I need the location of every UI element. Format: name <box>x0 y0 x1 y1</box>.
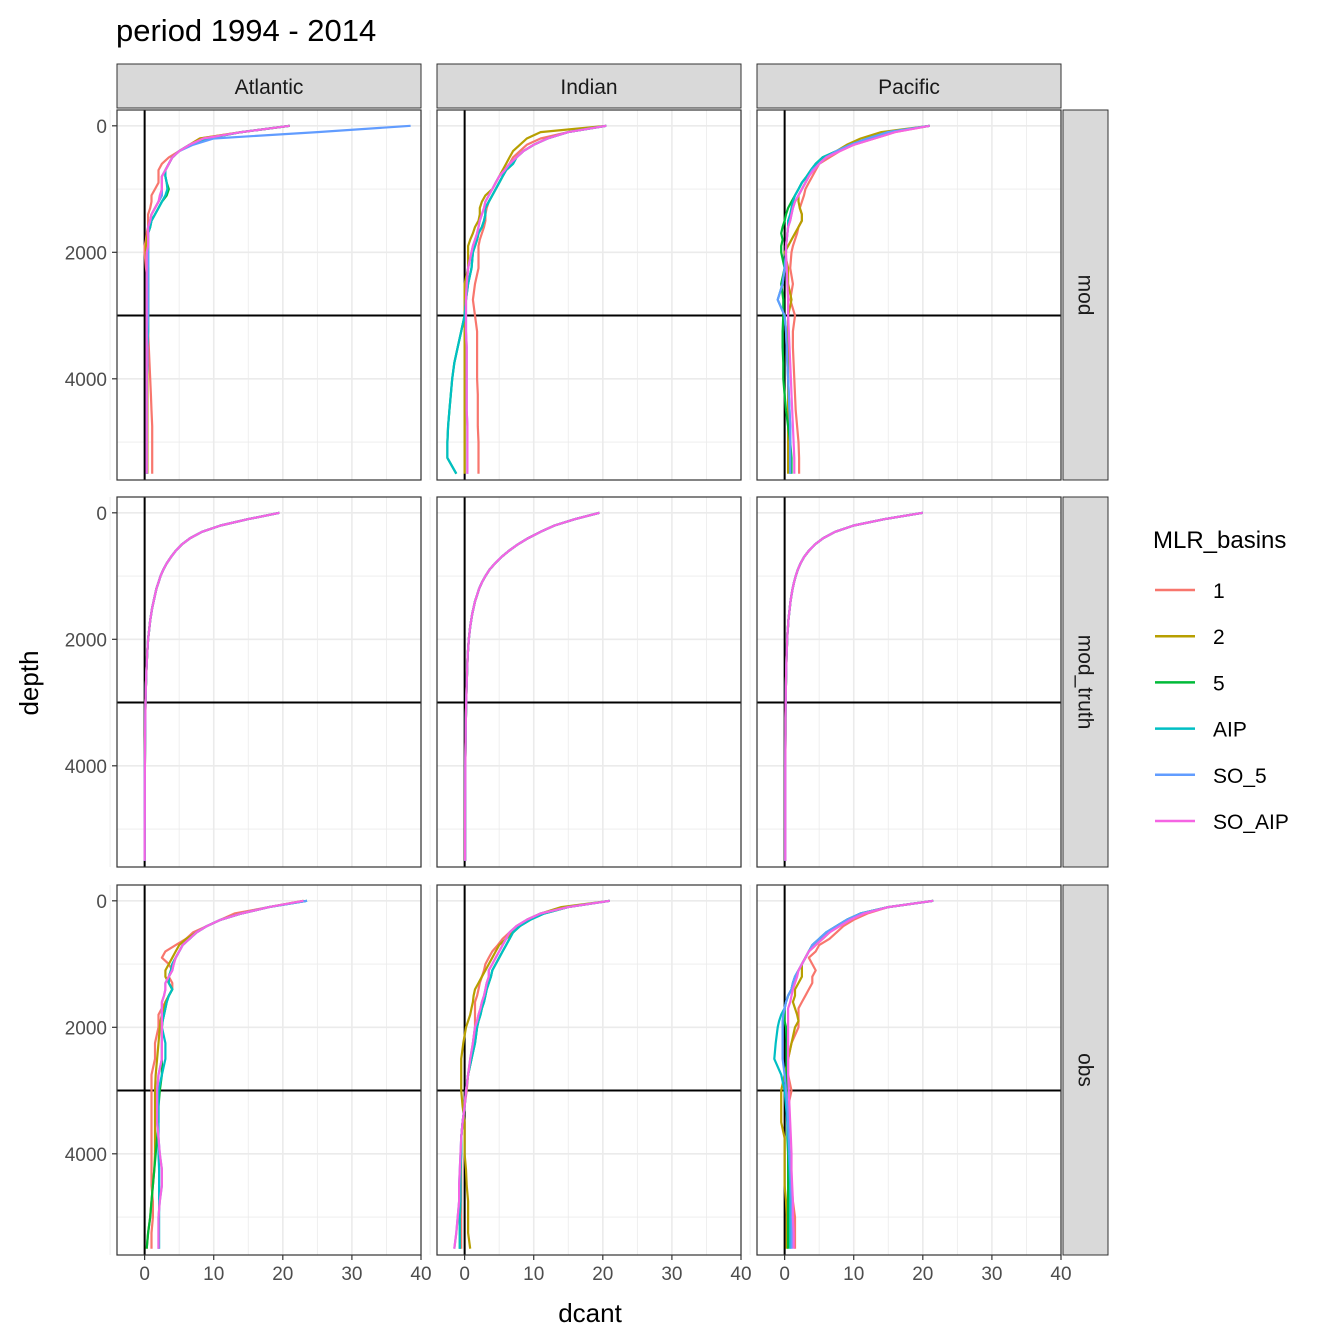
x-tick-label: 0 <box>459 1264 470 1285</box>
series-line-so-aip <box>784 124 930 474</box>
y-tick-label: 0 <box>96 117 107 138</box>
facet-strip-pacific <box>756 63 1062 109</box>
legend-label: SO_5 <box>1213 765 1267 788</box>
series-line-so-aip <box>156 899 304 1249</box>
panel-background <box>117 497 421 867</box>
legend-label: 1 <box>1213 580 1225 603</box>
panel-background <box>757 885 1061 1255</box>
x-tick-label: 10 <box>203 1264 224 1285</box>
y-tick-label: 2000 <box>65 1018 107 1039</box>
series-line-2 <box>463 124 607 474</box>
panel-border <box>756 496 1062 868</box>
facet-strip-obs <box>1062 884 1109 1256</box>
panel-background <box>117 885 421 1255</box>
x-tick-label: 0 <box>779 1264 790 1285</box>
panel-background <box>437 110 741 480</box>
panel-border <box>756 884 1062 1256</box>
facet-strip-atlantic <box>116 63 422 109</box>
x-axis-label: dcant <box>558 1298 622 1328</box>
series-line-so-aip <box>464 124 607 474</box>
panel-background <box>757 110 1061 480</box>
facet-strip-label: mod <box>1074 275 1097 316</box>
panel-border <box>116 884 422 1256</box>
panel-pacific-mod-truth <box>749 496 1062 868</box>
facet-strip-label: mod_truth <box>1074 635 1097 730</box>
x-tick-label: 30 <box>981 1264 1002 1285</box>
y-tick-label: 2000 <box>65 243 107 264</box>
x-tick-label: 0 <box>139 1264 150 1285</box>
panel-border <box>116 109 422 481</box>
facet-strip-indian <box>436 63 742 109</box>
x-tick-label: 40 <box>410 1264 431 1285</box>
panel-background <box>437 885 741 1255</box>
series-line-so-5 <box>781 899 934 1249</box>
panel-atlantic-obs: 0 2000 4000 0 10 20 30 40 <box>65 884 432 1285</box>
y-tick-label: 2000 <box>65 630 107 651</box>
panel-border <box>436 884 742 1256</box>
series-line-aip <box>446 124 607 475</box>
panel-border <box>436 496 742 868</box>
series-line-so-aip <box>453 899 610 1249</box>
x-tick-label: 10 <box>843 1264 864 1285</box>
x-tick-label: 30 <box>341 1264 362 1285</box>
y-tick-label: 4000 <box>65 1145 107 1166</box>
facet-strip-mod <box>1062 109 1109 481</box>
legend-label: 5 <box>1213 672 1225 695</box>
y-tick-label: 4000 <box>65 370 107 391</box>
panel-indian-mod-truth <box>429 496 742 868</box>
panel-background <box>117 110 421 480</box>
x-tick-label: 20 <box>272 1264 293 1285</box>
facet-strip-label: Pacific <box>878 76 940 99</box>
legend-label: SO_AIP <box>1213 811 1289 834</box>
x-tick-label: 20 <box>912 1264 933 1285</box>
series-line-so-aip <box>464 511 600 861</box>
panel-pacific-obs: 0 10 20 30 40 <box>749 884 1072 1285</box>
panel-pacific-mod <box>749 109 1062 481</box>
legend-label: 2 <box>1213 626 1225 649</box>
series-line-so-aip <box>145 124 290 474</box>
facet-strip-label: obs <box>1074 1053 1097 1087</box>
legend-label: AIP <box>1213 719 1247 742</box>
y-tick-label: 0 <box>96 892 107 913</box>
y-tick-label: 4000 <box>65 757 107 778</box>
series-line-1 <box>143 124 290 474</box>
series-line-so-aip <box>784 511 923 861</box>
x-tick-label: 40 <box>1050 1264 1071 1285</box>
legend-title: MLR_basins <box>1153 527 1286 554</box>
chart-title: period 1994 - 2014 <box>116 13 376 48</box>
facet-strip-label: Indian <box>560 76 617 99</box>
panel-background <box>437 497 741 867</box>
panel-border <box>436 109 742 481</box>
series-line-so-aip <box>143 511 280 861</box>
panel-indian-mod <box>429 109 742 481</box>
facet-strip-label: Atlantic <box>235 76 304 99</box>
y-axis-label: depth <box>14 650 44 715</box>
panel-atlantic-mod-truth: 0 2000 4000 <box>65 496 422 868</box>
panel-indian-obs: 0 10 20 30 40 <box>429 884 752 1285</box>
x-tick-label: 30 <box>661 1264 682 1285</box>
x-tick-label: 10 <box>523 1264 544 1285</box>
y-tick-label: 0 <box>96 504 107 525</box>
panel-background <box>757 497 1061 867</box>
x-tick-label: 40 <box>730 1264 751 1285</box>
chart-panels: Atlantic Indian Pacificmodmod_truthobs0200… <box>65 63 1109 1285</box>
legend: MLR_basins 1 2 5 AIP SO_5 SO_AIP <box>1153 527 1289 834</box>
panel-border <box>756 109 1062 481</box>
panel-atlantic-mod: 0 2000 4000 <box>65 109 422 481</box>
facet-strip-mod-truth <box>1062 496 1109 868</box>
x-tick-label: 20 <box>592 1264 613 1285</box>
series-line-so-aip <box>786 899 934 1249</box>
panel-border <box>116 496 422 868</box>
